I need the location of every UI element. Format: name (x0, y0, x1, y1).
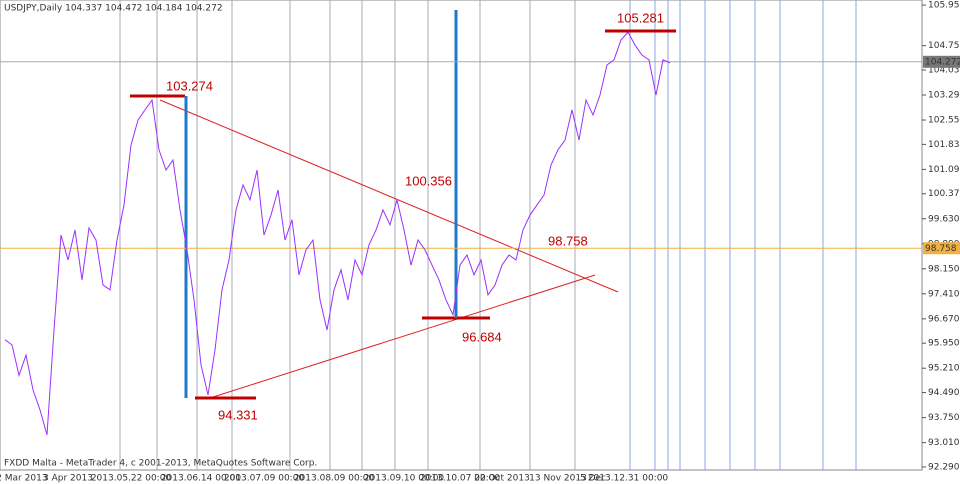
y-tick-label: 93.010 (928, 438, 960, 448)
y-tick-label: 105.950 (928, 1, 960, 11)
x-tick-label: 12 Mar 2013 (0, 474, 48, 484)
y-tick-label: 95.950 (928, 339, 960, 349)
footer: FXDD Malta - MetaTrader 4, c 2001-2013, … (4, 459, 317, 469)
x-tick-label: 13 Nov 2013 (529, 474, 587, 484)
x-tick-label: 2013.05.22 00:00 (91, 474, 172, 484)
y-tick-label: 94.490 (928, 388, 960, 398)
x-tick-label: 2013.09.10 00:00 (364, 474, 445, 484)
current-price-bg (923, 55, 960, 68)
annotation: 100.356 (405, 173, 452, 188)
annotation: 103.274 (166, 78, 213, 93)
level-label-bg (923, 242, 960, 255)
x-tick-label: 2013.07.09 00:00 (224, 474, 305, 484)
y-tick-label: 104.750 (928, 41, 960, 51)
y-tick-label: 102.550 (928, 116, 960, 126)
y-tick-label: 98.150 (928, 264, 960, 274)
y-tick-label: 104.030 (928, 65, 960, 75)
current-price-label: 104.272 (925, 57, 960, 67)
y-tick-label: 92.290 (928, 462, 960, 472)
annotation: 98.758 (548, 233, 588, 248)
x-tick-label: 2013.06.14 00:00 (161, 474, 242, 484)
annotation: 96.684 (462, 329, 502, 344)
level-label: 98.758 (925, 244, 957, 254)
x-tick-label: 2013.12.31 00:00 (588, 474, 669, 484)
x-tick-label: 2013.10.07 00:00 (420, 474, 501, 484)
x-tick-label: 2013.08.09 00:00 (294, 474, 375, 484)
y-tick-label: 99.630 (928, 214, 960, 224)
y-tick-label: 93.750 (928, 413, 960, 423)
plot-frame (0, 0, 923, 471)
annotation: 94.331 (218, 407, 258, 422)
marker-lines (629, 0, 857, 470)
y-tick-label: 103.290 (928, 91, 960, 101)
x-tick-label: 5 Dec (580, 474, 606, 484)
y-tick-label: 97.410 (928, 289, 960, 299)
header: USDJPY,Daily 104.337 104.472 104.184 104… (4, 4, 223, 14)
time-separators (119, 0, 576, 470)
y-tick-label: 100.370 (928, 189, 960, 199)
y-tick-label: 95.210 (928, 364, 960, 374)
price-line (4, 31, 671, 435)
annotation: 105.281 (617, 10, 664, 25)
x-tick-label: 22 Oct 2013 (474, 474, 530, 484)
y-tick-label: 101.090 (928, 165, 960, 175)
y-tick-label: 101.830 (928, 140, 960, 150)
x-tick-label: 3 Apr 2013 (43, 474, 93, 484)
y-tick-label: 96.670 (928, 314, 960, 324)
